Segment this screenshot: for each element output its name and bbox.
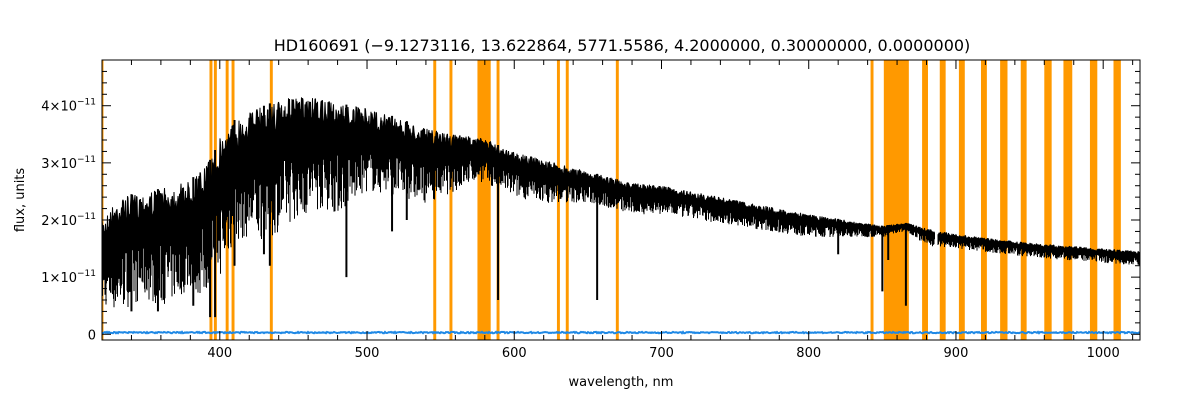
y-axis-label: flux, units bbox=[13, 168, 28, 233]
x-tick-label: 600 bbox=[502, 346, 527, 361]
masked-band bbox=[1063, 60, 1073, 340]
masked-band bbox=[102, 60, 104, 340]
masked-band bbox=[433, 60, 437, 340]
plot-frame bbox=[101, 59, 1141, 341]
masked-band bbox=[883, 60, 909, 340]
error-line bbox=[102, 330, 1140, 335]
y-tick-label: 2×10−11 bbox=[41, 212, 96, 229]
x-tick-label: 500 bbox=[355, 346, 380, 361]
x-tick-label: 400 bbox=[207, 346, 232, 361]
x-axis-label: wavelength, nm bbox=[569, 375, 674, 390]
y-tick-label: 1×10−11 bbox=[41, 269, 96, 286]
y-tick-label: 4×10−11 bbox=[41, 98, 96, 115]
y-tick-label: 0 bbox=[88, 328, 96, 343]
masked-band bbox=[980, 60, 987, 340]
masked-band bbox=[958, 60, 965, 340]
masked-band bbox=[1020, 60, 1027, 340]
masked-band bbox=[1113, 60, 1121, 340]
x-tick-label: 800 bbox=[796, 346, 821, 361]
masked-band bbox=[477, 60, 491, 340]
y-tick-label: 3×10−11 bbox=[41, 155, 96, 172]
masked-band bbox=[922, 60, 928, 340]
chart-title: HD160691 (−9.1273116, 13.622864, 5771.55… bbox=[274, 36, 971, 55]
masked-band bbox=[870, 60, 874, 340]
masked-band bbox=[1044, 60, 1052, 340]
masked-band bbox=[449, 60, 453, 340]
x-tick-label: 900 bbox=[944, 346, 969, 361]
x-axis: 400 500 600 700 800 900 1000 bbox=[130, 60, 1134, 361]
masked-band bbox=[1000, 60, 1008, 340]
x-tick-label: 1000 bbox=[1087, 346, 1120, 361]
error-series bbox=[102, 330, 1140, 335]
x-tick-label: 700 bbox=[649, 346, 674, 361]
masked-band bbox=[1089, 60, 1098, 340]
masked-band bbox=[939, 60, 946, 340]
spectrum-series bbox=[102, 97, 1140, 318]
